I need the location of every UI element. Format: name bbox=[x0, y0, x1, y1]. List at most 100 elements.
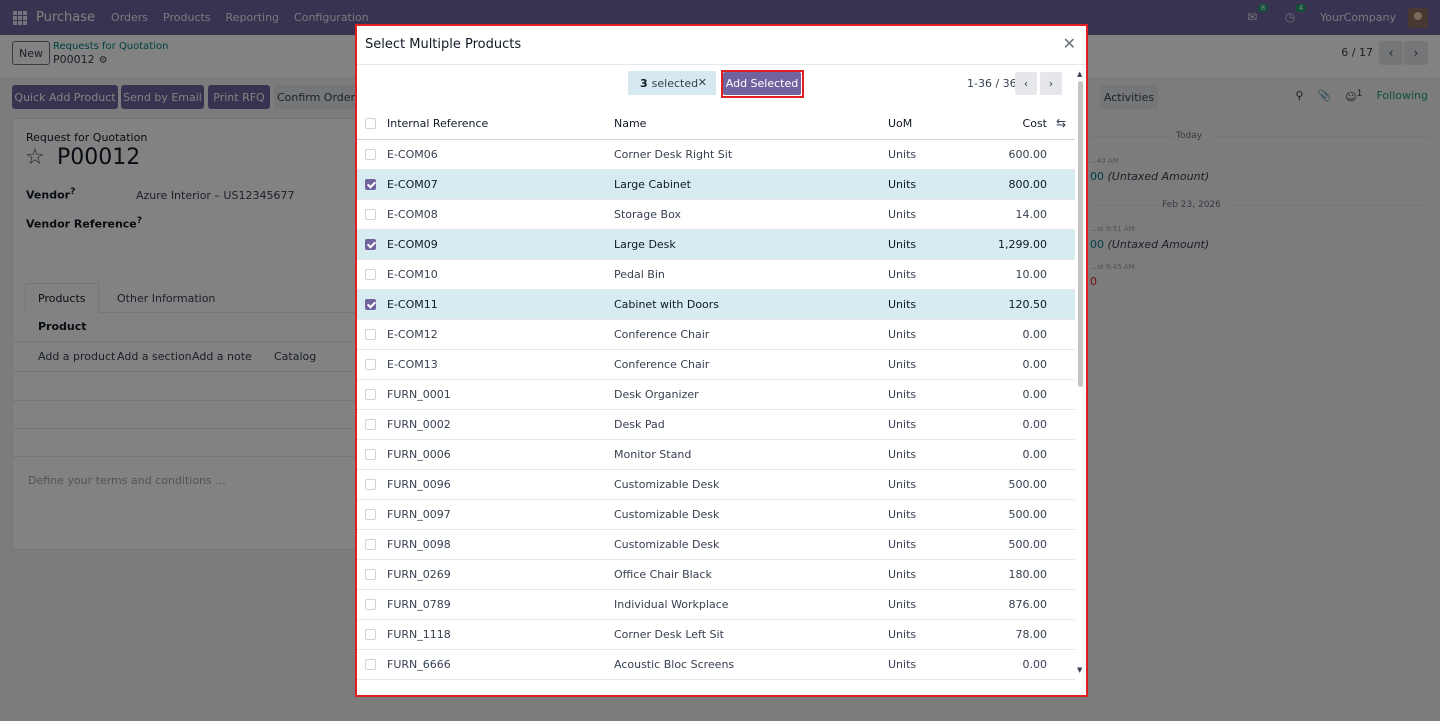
cell-uom[interactable]: Units bbox=[888, 169, 974, 200]
cell-cost[interactable]: 0.00 bbox=[974, 349, 1047, 380]
cell-cost[interactable]: 0.00 bbox=[974, 319, 1047, 350]
row-checkbox[interactable] bbox=[365, 239, 376, 250]
cell-cost[interactable]: 120.50 bbox=[974, 289, 1047, 320]
column-name[interactable]: Name bbox=[614, 108, 888, 140]
company-switcher[interactable]: YourCompany bbox=[1320, 11, 1396, 24]
tab-products[interactable]: Products bbox=[25, 283, 99, 313]
cell-internal-reference[interactable]: E-COM08 bbox=[387, 199, 614, 230]
cell-uom[interactable]: Units bbox=[888, 619, 974, 650]
scroll-up-icon[interactable]: ▲ bbox=[1077, 70, 1083, 78]
cell-cost[interactable]: 0.00 bbox=[974, 649, 1047, 680]
cell-internal-reference[interactable]: FURN_1118 bbox=[387, 619, 614, 650]
row-checkbox[interactable] bbox=[365, 389, 376, 400]
cell-name[interactable]: Monitor Stand bbox=[614, 439, 888, 470]
cell-cost[interactable]: 0.00 bbox=[974, 379, 1047, 410]
cell-internal-reference[interactable]: FURN_0789 bbox=[387, 589, 614, 620]
cell-cost[interactable]: 800.00 bbox=[974, 169, 1047, 200]
record-pager[interactable]: 6 / 17 bbox=[1341, 46, 1373, 59]
vendor-field[interactable]: Azure Interior – US12345677 bbox=[136, 189, 295, 202]
following-button[interactable]: Following bbox=[1376, 89, 1428, 103]
add-note-link[interactable]: Add a note bbox=[192, 350, 252, 363]
catalog-link[interactable]: Catalog bbox=[274, 350, 317, 363]
cell-uom[interactable]: Units bbox=[888, 259, 974, 290]
cell-uom[interactable]: Units bbox=[888, 349, 974, 380]
table-row[interactable]: FURN_1118 Corner Desk Left Sit Units 78.00 bbox=[357, 619, 1075, 650]
search-icon[interactable]: ⚲ bbox=[1295, 89, 1304, 103]
cell-uom[interactable]: Units bbox=[888, 289, 974, 320]
menu-products[interactable]: Products bbox=[163, 11, 211, 24]
cell-internal-reference[interactable]: FURN_0006 bbox=[387, 439, 614, 470]
new-button[interactable]: New bbox=[12, 41, 50, 65]
activities-button[interactable]: Activities bbox=[1100, 85, 1158, 109]
clear-selection-icon[interactable]: ✕ bbox=[697, 76, 707, 89]
cell-internal-reference[interactable]: E-COM13 bbox=[387, 349, 614, 380]
row-checkbox[interactable] bbox=[365, 539, 376, 550]
row-checkbox[interactable] bbox=[365, 179, 376, 190]
dialog-pager[interactable]: 1-36 / 36 bbox=[967, 77, 1017, 90]
cell-internal-reference[interactable]: E-COM11 bbox=[387, 289, 614, 320]
terms-field[interactable]: Define your terms and conditions ... bbox=[28, 474, 226, 487]
cell-cost[interactable]: 0.00 bbox=[974, 409, 1047, 440]
cell-internal-reference[interactable]: FURN_0269 bbox=[387, 559, 614, 590]
cell-internal-reference[interactable]: FURN_6666 bbox=[387, 649, 614, 680]
table-row[interactable]: FURN_0001 Desk Organizer Units 0.00 bbox=[357, 379, 1075, 410]
cell-cost[interactable]: 78.00 bbox=[974, 619, 1047, 650]
cell-name[interactable]: Customizable Desk bbox=[614, 529, 888, 560]
gear-icon[interactable]: ⚙ bbox=[98, 55, 108, 66]
cell-cost[interactable]: 500.00 bbox=[974, 499, 1047, 530]
table-row[interactable]: E-COM11 Cabinet with Doors Units 120.50 bbox=[357, 289, 1075, 320]
row-checkbox[interactable] bbox=[365, 509, 376, 520]
row-checkbox[interactable] bbox=[365, 449, 376, 460]
column-settings-icon[interactable]: ⇆ bbox=[1055, 116, 1067, 131]
cell-uom[interactable]: Units bbox=[888, 469, 974, 500]
cell-cost[interactable]: 500.00 bbox=[974, 469, 1047, 500]
cell-internal-reference[interactable]: FURN_0096 bbox=[387, 469, 614, 500]
cell-name[interactable]: Individual Workplace bbox=[614, 589, 888, 620]
cell-uom[interactable]: Units bbox=[888, 559, 974, 590]
row-checkbox[interactable] bbox=[365, 299, 376, 310]
user-avatar[interactable] bbox=[1408, 7, 1428, 28]
cell-name[interactable]: Storage Box bbox=[614, 199, 888, 230]
cell-internal-reference[interactable]: E-COM09 bbox=[387, 229, 614, 260]
cell-uom[interactable]: Units bbox=[888, 409, 974, 440]
cell-cost[interactable]: 600.00 bbox=[974, 139, 1047, 170]
table-row[interactable]: E-COM13 Conference Chair Units 0.00 bbox=[357, 349, 1075, 380]
chevron-right-icon[interactable]: › bbox=[1040, 72, 1062, 95]
row-checkbox[interactable] bbox=[365, 329, 376, 340]
cell-name[interactable]: Corner Desk Right Sit bbox=[614, 139, 888, 170]
cell-internal-reference[interactable]: E-COM07 bbox=[387, 169, 614, 200]
row-checkbox[interactable] bbox=[365, 149, 376, 160]
cell-uom[interactable]: Units bbox=[888, 139, 974, 170]
row-checkbox[interactable] bbox=[365, 659, 376, 670]
cell-cost[interactable]: 180.00 bbox=[974, 559, 1047, 590]
cell-name[interactable]: Conference Chair bbox=[614, 349, 888, 380]
table-row[interactable]: FURN_0269 Office Chair Black Units 180.00 bbox=[357, 559, 1075, 590]
table-row[interactable]: E-COM09 Large Desk Units 1,299.00 bbox=[357, 229, 1075, 260]
row-checkbox[interactable] bbox=[365, 419, 376, 430]
cell-uom[interactable]: Units bbox=[888, 589, 974, 620]
menu-configuration[interactable]: Configuration bbox=[294, 11, 369, 24]
cell-internal-reference[interactable]: FURN_0097 bbox=[387, 499, 614, 530]
column-cost[interactable]: Cost bbox=[974, 108, 1047, 140]
cell-uom[interactable]: Units bbox=[888, 229, 974, 260]
paperclip-icon[interactable]: 📎 bbox=[1317, 89, 1332, 103]
table-row[interactable]: FURN_6666 Acoustic Bloc Screens Units 0.00 bbox=[357, 649, 1075, 680]
table-row[interactable]: FURN_0096 Customizable Desk Units 500.00 bbox=[357, 469, 1075, 500]
cell-internal-reference[interactable]: FURN_0002 bbox=[387, 409, 614, 440]
cell-name[interactable]: Acoustic Bloc Screens bbox=[614, 649, 888, 680]
cell-internal-reference[interactable]: E-COM06 bbox=[387, 139, 614, 170]
table-row[interactable]: E-COM10 Pedal Bin Units 10.00 bbox=[357, 259, 1075, 290]
cell-internal-reference[interactable]: FURN_0001 bbox=[387, 379, 614, 410]
row-checkbox[interactable] bbox=[365, 629, 376, 640]
cell-name[interactable]: Conference Chair bbox=[614, 319, 888, 350]
cell-cost[interactable]: 876.00 bbox=[974, 589, 1047, 620]
cell-name[interactable]: Cabinet with Doors bbox=[614, 289, 888, 320]
close-icon[interactable]: ✕ bbox=[1062, 34, 1076, 53]
print-rfq-button[interactable]: Print RFQ bbox=[208, 85, 270, 109]
cell-name[interactable]: Office Chair Black bbox=[614, 559, 888, 590]
cell-uom[interactable]: Units bbox=[888, 319, 974, 350]
row-checkbox[interactable] bbox=[365, 209, 376, 220]
table-row[interactable]: E-COM06 Corner Desk Right Sit Units 600.00 bbox=[357, 139, 1075, 170]
app-name[interactable]: Purchase bbox=[36, 10, 96, 25]
cell-cost[interactable]: 500.00 bbox=[974, 529, 1047, 560]
